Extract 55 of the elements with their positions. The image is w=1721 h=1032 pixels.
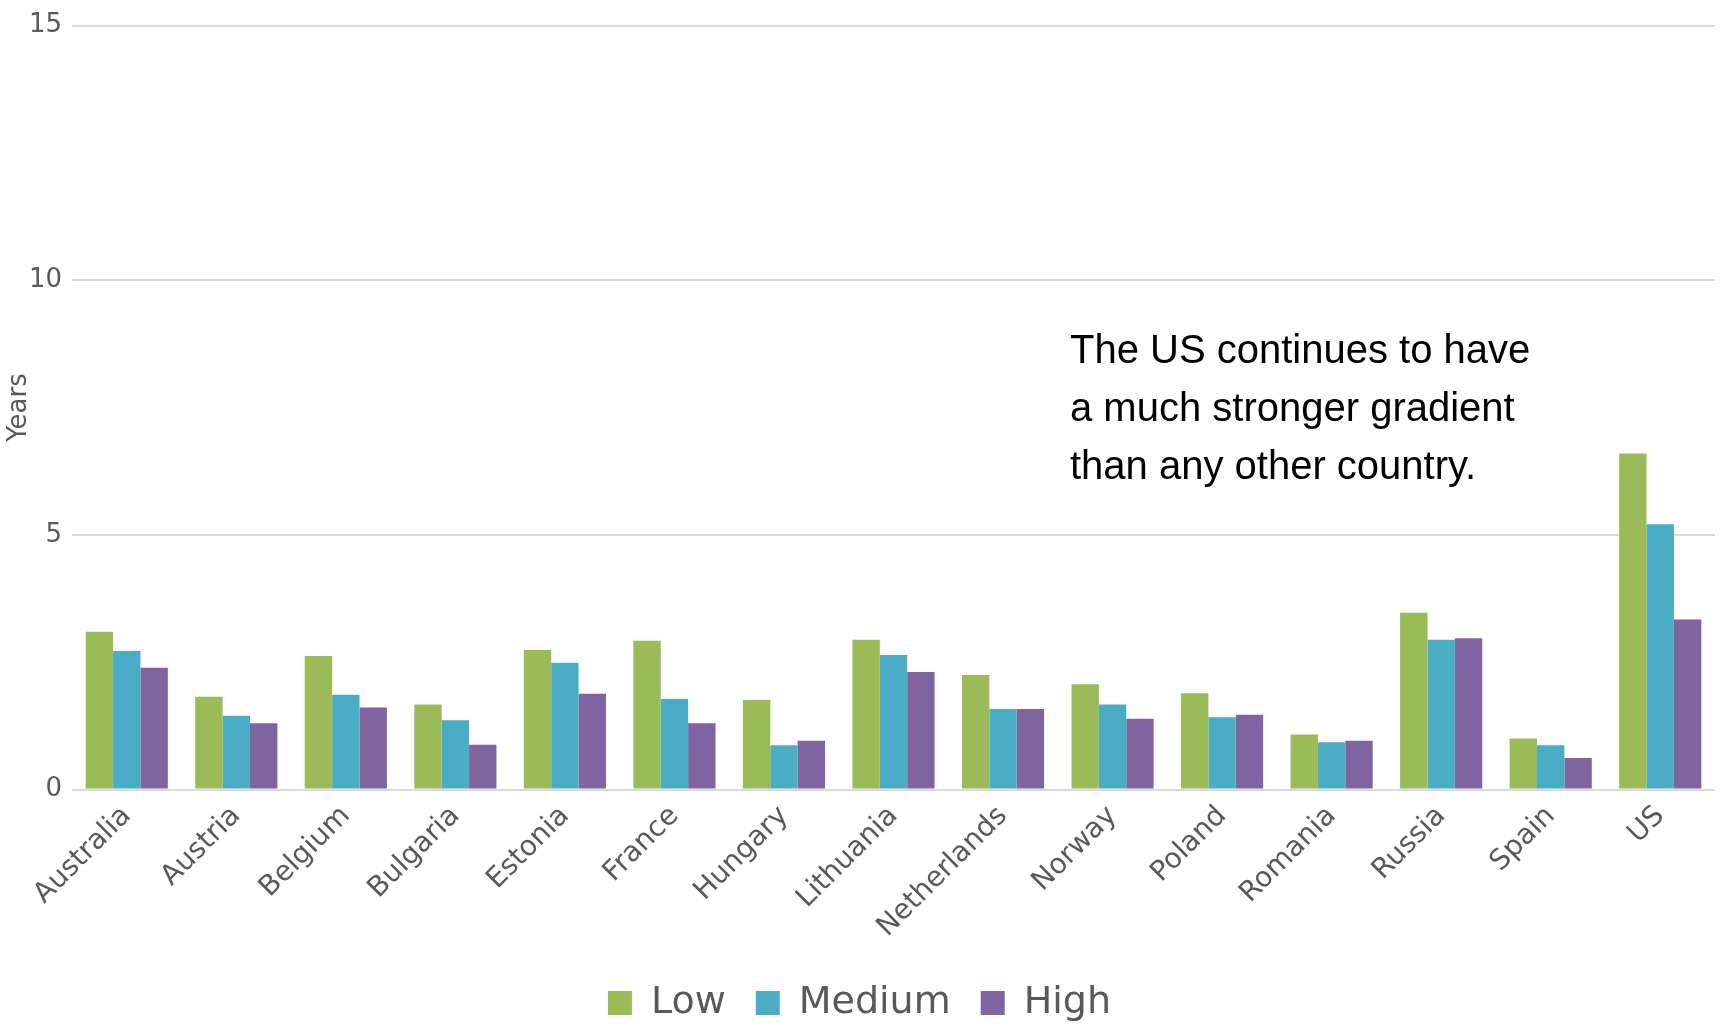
bar bbox=[1181, 693, 1209, 789]
bar bbox=[660, 698, 689, 789]
bar bbox=[797, 740, 826, 789]
bar bbox=[551, 662, 579, 789]
bar bbox=[222, 715, 250, 789]
bar bbox=[1564, 757, 1592, 789]
bar bbox=[1317, 742, 1346, 789]
x-tick-label: US bbox=[1619, 798, 1671, 849]
bar bbox=[113, 651, 141, 789]
bar bbox=[195, 696, 223, 789]
legend-label: Medium bbox=[798, 977, 951, 1022]
bar bbox=[1208, 717, 1236, 789]
bar bbox=[961, 674, 990, 789]
bar bbox=[879, 655, 908, 789]
bar bbox=[359, 707, 387, 789]
bar bbox=[1673, 619, 1702, 789]
annotation: The US continues to have a much stronger gradient than any other country. bbox=[1070, 326, 1532, 489]
bar bbox=[1098, 704, 1127, 789]
legend-label: High bbox=[1023, 977, 1112, 1022]
bar bbox=[304, 656, 333, 789]
legend-label: Low bbox=[650, 977, 726, 1022]
bar bbox=[249, 723, 278, 789]
bar bbox=[633, 640, 661, 789]
bar bbox=[1619, 453, 1647, 789]
bar bbox=[523, 650, 552, 789]
y-tick-label: 10 bbox=[28, 263, 62, 293]
bar bbox=[1345, 740, 1373, 789]
bar bbox=[140, 667, 168, 789]
bar bbox=[332, 694, 360, 789]
bar bbox=[1290, 734, 1318, 789]
bar bbox=[1126, 718, 1154, 789]
bar bbox=[414, 704, 442, 789]
bar bbox=[1537, 745, 1565, 789]
y-axis-title: Years bbox=[2, 373, 33, 443]
bar bbox=[1454, 638, 1483, 789]
bar bbox=[989, 709, 1017, 789]
bar bbox=[907, 671, 935, 789]
y-tick-label: 15 bbox=[28, 8, 62, 39]
bar bbox=[742, 699, 771, 789]
y-tick-label: 0 bbox=[45, 772, 62, 803]
bar bbox=[1427, 639, 1455, 789]
bar bbox=[1016, 709, 1045, 789]
bar bbox=[85, 631, 114, 789]
bar bbox=[770, 745, 798, 789]
bar bbox=[1235, 714, 1264, 789]
bar bbox=[1509, 738, 1538, 789]
bar bbox=[1400, 612, 1428, 789]
bar bbox=[441, 720, 470, 789]
bar bbox=[852, 639, 880, 789]
bar bbox=[469, 744, 497, 789]
bar bbox=[578, 693, 606, 789]
bar bbox=[688, 723, 716, 789]
bar bbox=[1646, 524, 1674, 789]
y-tick-label: 5 bbox=[45, 517, 62, 548]
bar bbox=[1071, 684, 1099, 789]
